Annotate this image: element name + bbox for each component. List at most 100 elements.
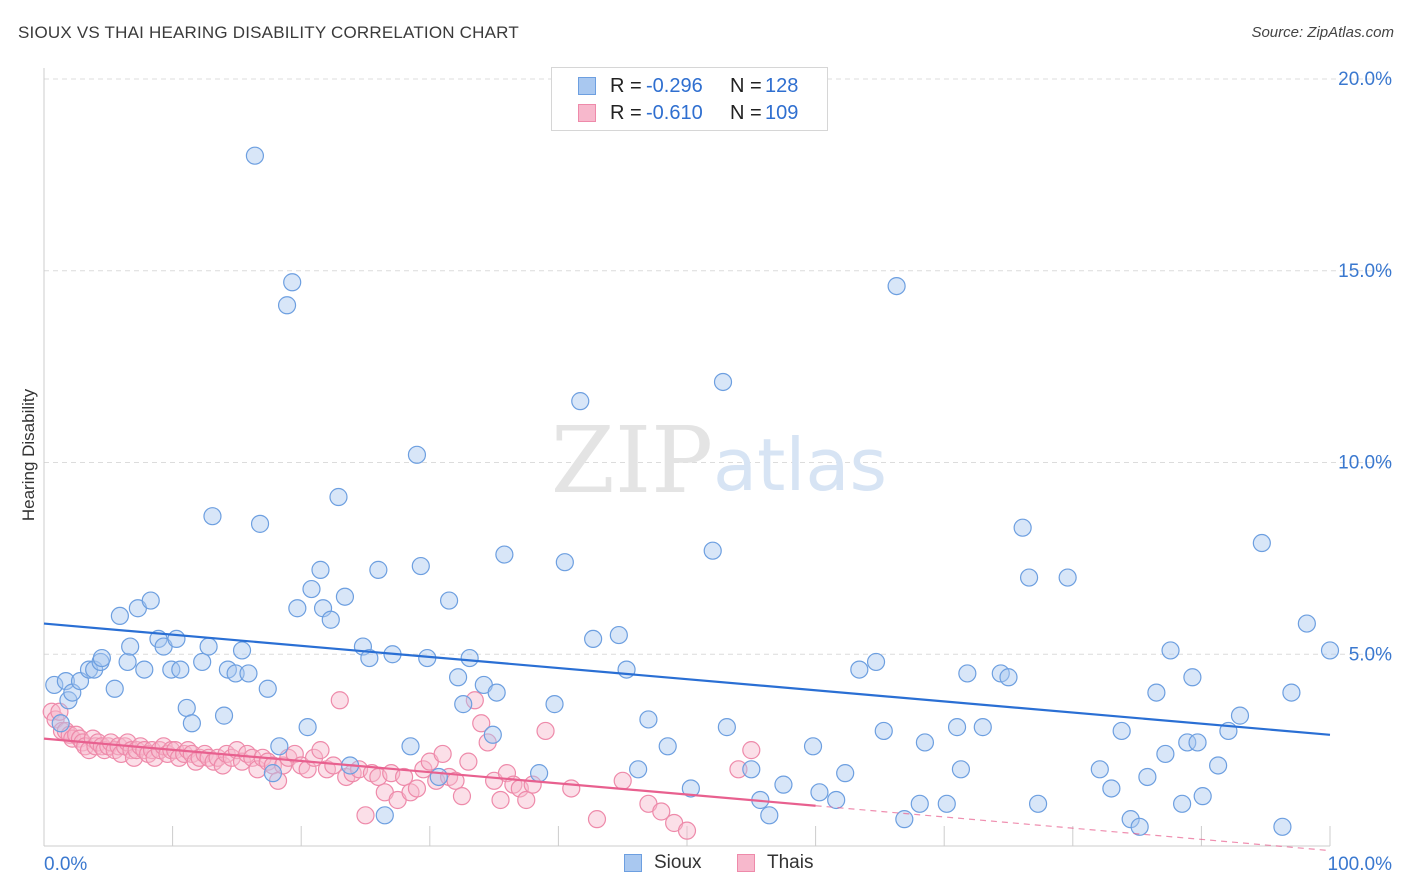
sioux-point bbox=[45, 675, 64, 695]
sioux-trend-line bbox=[43, 622, 1331, 736]
x-tick-label: 0.0% bbox=[44, 854, 87, 875]
sioux-swatch bbox=[624, 854, 642, 872]
watermark-zip: ZIP bbox=[551, 407, 713, 514]
sioux-point bbox=[866, 652, 886, 672]
watermark: ZIP atlas bbox=[551, 407, 887, 514]
sioux-point bbox=[401, 737, 420, 756]
y-tick-label: 20.0% bbox=[1338, 69, 1392, 90]
sioux-point bbox=[571, 392, 590, 411]
sioux-point bbox=[1013, 518, 1032, 537]
sioux-point bbox=[1193, 787, 1212, 806]
sioux-point bbox=[530, 764, 549, 783]
thai-point bbox=[742, 741, 761, 760]
sioux-point bbox=[360, 648, 379, 668]
sioux-point bbox=[118, 652, 137, 672]
sioux-point bbox=[335, 587, 355, 606]
thai-point bbox=[330, 691, 349, 710]
sioux-point bbox=[1090, 760, 1109, 779]
sioux-point bbox=[1252, 533, 1271, 553]
sioux-point bbox=[609, 625, 628, 645]
thai-points bbox=[42, 691, 761, 840]
sioux-point bbox=[1183, 668, 1202, 687]
sioux-points bbox=[45, 146, 1340, 836]
thai-point bbox=[677, 821, 697, 840]
chart-title: SIOUX VS THAI HEARING DISABILITY CORRELA… bbox=[18, 23, 519, 42]
thai-point bbox=[587, 810, 607, 829]
sioux-point bbox=[1273, 817, 1292, 836]
sioux-point bbox=[584, 629, 603, 649]
sioux-point bbox=[226, 664, 245, 683]
sioux-point bbox=[947, 718, 967, 737]
sioux-point bbox=[270, 737, 289, 756]
sioux-point bbox=[321, 610, 340, 629]
sioux-point bbox=[1282, 683, 1301, 702]
sioux-point bbox=[827, 790, 846, 810]
sioux-point bbox=[121, 637, 140, 656]
sioux-point bbox=[411, 556, 430, 576]
sioux-point bbox=[1173, 794, 1192, 813]
sioux-point bbox=[283, 273, 302, 292]
sioux-point bbox=[182, 714, 201, 733]
thai-trend-line bbox=[43, 737, 816, 807]
thai-point bbox=[562, 779, 581, 798]
sioux-point bbox=[1058, 568, 1077, 587]
sioux-point bbox=[1019, 568, 1039, 587]
thai-point bbox=[311, 741, 330, 760]
sioux-point bbox=[203, 507, 222, 526]
sioux-point bbox=[717, 718, 736, 737]
sioux-point bbox=[439, 591, 459, 610]
sioux-point bbox=[448, 668, 468, 687]
sioux-point bbox=[193, 652, 212, 672]
thai-swatch bbox=[578, 104, 596, 122]
sioux-point bbox=[703, 541, 722, 560]
sioux-point bbox=[545, 695, 564, 714]
thai-point bbox=[407, 779, 427, 798]
sioux-point bbox=[836, 764, 855, 783]
sioux-point bbox=[487, 683, 506, 702]
sioux-point bbox=[171, 660, 190, 679]
legend-label-sioux: Sioux bbox=[654, 852, 702, 873]
sioux-point bbox=[1178, 733, 1197, 752]
sioux-point bbox=[1138, 767, 1157, 787]
sioux-point bbox=[951, 760, 971, 779]
sioux-point bbox=[803, 737, 823, 756]
correlation-legend: R = -0.296 N = 128 R = -0.610 N = 109 bbox=[551, 67, 828, 131]
sioux-point bbox=[460, 648, 479, 668]
r-label: R = bbox=[610, 75, 642, 97]
thai-point bbox=[652, 802, 671, 821]
sioux-point bbox=[973, 718, 992, 737]
thai-point bbox=[536, 721, 555, 741]
sioux-point bbox=[454, 695, 473, 714]
sioux-point bbox=[263, 764, 283, 783]
sioux-point bbox=[239, 664, 258, 683]
sioux-point bbox=[245, 146, 265, 165]
watermark-atlas: atlas bbox=[713, 423, 887, 507]
sioux-point bbox=[369, 560, 388, 579]
sioux-point bbox=[141, 591, 160, 610]
sioux-point bbox=[681, 779, 700, 798]
sioux-point bbox=[999, 668, 1018, 687]
thai-point bbox=[613, 771, 632, 790]
sioux-point bbox=[742, 760, 761, 779]
sioux-point bbox=[958, 664, 977, 683]
y-axis-label: Hearing Disability bbox=[19, 388, 38, 521]
n-label: N = bbox=[730, 102, 762, 124]
sioux-point bbox=[810, 783, 829, 802]
sioux-point bbox=[1112, 721, 1131, 741]
sioux-point bbox=[1188, 733, 1207, 752]
thai-point bbox=[452, 787, 472, 806]
thai-point bbox=[459, 752, 478, 771]
sioux-point bbox=[1147, 683, 1166, 702]
sioux-point bbox=[483, 725, 502, 744]
sioux-point bbox=[288, 599, 307, 618]
sioux-point bbox=[495, 545, 514, 564]
n-value: 109 bbox=[765, 102, 799, 124]
y-tick-label: 10.0% bbox=[1338, 453, 1392, 474]
sioux-swatch bbox=[578, 77, 596, 95]
sioux-point bbox=[167, 629, 186, 649]
n-value: 128 bbox=[765, 75, 799, 97]
legend-label-thais: Thais bbox=[767, 852, 814, 873]
y-tick-label: 15.0% bbox=[1338, 261, 1392, 282]
r-label: R = bbox=[610, 102, 642, 124]
